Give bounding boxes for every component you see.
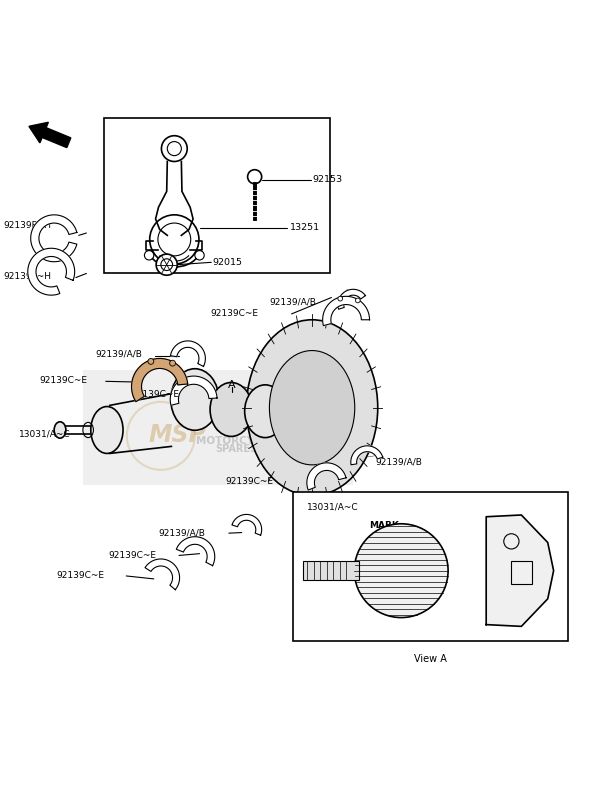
Ellipse shape	[91, 407, 123, 453]
Bar	[104, 118, 330, 273]
Text: 92139/A/B: 92139/A/B	[375, 458, 422, 467]
Text: 92139/A/B: 92139/A/B	[95, 350, 142, 359]
FancyArrow shape	[29, 122, 71, 148]
Polygon shape	[486, 515, 554, 626]
Circle shape	[170, 360, 176, 366]
Polygon shape	[351, 446, 383, 465]
Text: MSP: MSP	[148, 423, 206, 447]
Text: 13251: 13251	[290, 223, 320, 233]
Text: 92139C~E: 92139C~E	[108, 551, 157, 560]
Ellipse shape	[269, 351, 355, 465]
Ellipse shape	[210, 383, 252, 436]
Bar	[511, 561, 532, 583]
Text: 92153: 92153	[312, 174, 342, 184]
Text: 92139C~E: 92139C~E	[210, 309, 258, 319]
Circle shape	[355, 524, 448, 618]
Bar	[84, 370, 353, 484]
Circle shape	[156, 254, 177, 275]
Polygon shape	[31, 215, 77, 262]
Polygon shape	[307, 463, 346, 490]
Text: MARK: MARK	[369, 521, 399, 530]
Circle shape	[356, 298, 360, 303]
Text: 92139C~E: 92139C~E	[39, 376, 88, 384]
Circle shape	[247, 169, 262, 184]
Text: 13031/A~C: 13031/A~C	[19, 430, 71, 439]
Polygon shape	[176, 537, 215, 566]
Bar	[303, 561, 359, 580]
Text: MOTORCYCLE: MOTORCYCLE	[196, 435, 276, 446]
Text: SPARES: SPARES	[215, 444, 257, 455]
Text: 92139C~E: 92139C~E	[226, 477, 273, 486]
Polygon shape	[170, 341, 206, 367]
Text: 92139F~H: 92139F~H	[3, 221, 51, 230]
Text: 92139/A/B: 92139/A/B	[158, 528, 205, 537]
Polygon shape	[28, 248, 75, 295]
Text: 92139C~E: 92139C~E	[131, 390, 180, 400]
Polygon shape	[131, 359, 188, 402]
Bar	[293, 491, 568, 641]
Text: 92139C~E: 92139C~E	[56, 570, 104, 580]
Polygon shape	[338, 289, 365, 309]
Text: View A: View A	[414, 654, 447, 664]
Ellipse shape	[244, 385, 286, 438]
Text: A: A	[228, 380, 236, 390]
Polygon shape	[170, 376, 217, 405]
Polygon shape	[145, 559, 180, 590]
Polygon shape	[232, 515, 262, 535]
Ellipse shape	[54, 422, 66, 438]
Text: 92139F~H: 92139F~H	[3, 272, 51, 281]
Text: 13031/A~C: 13031/A~C	[307, 502, 359, 511]
Ellipse shape	[171, 368, 219, 431]
Polygon shape	[323, 296, 369, 326]
Text: 92015: 92015	[213, 258, 243, 268]
Circle shape	[148, 359, 154, 364]
Text: 92139/A/B: 92139/A/B	[269, 297, 316, 306]
Circle shape	[338, 296, 343, 301]
Ellipse shape	[246, 320, 378, 495]
